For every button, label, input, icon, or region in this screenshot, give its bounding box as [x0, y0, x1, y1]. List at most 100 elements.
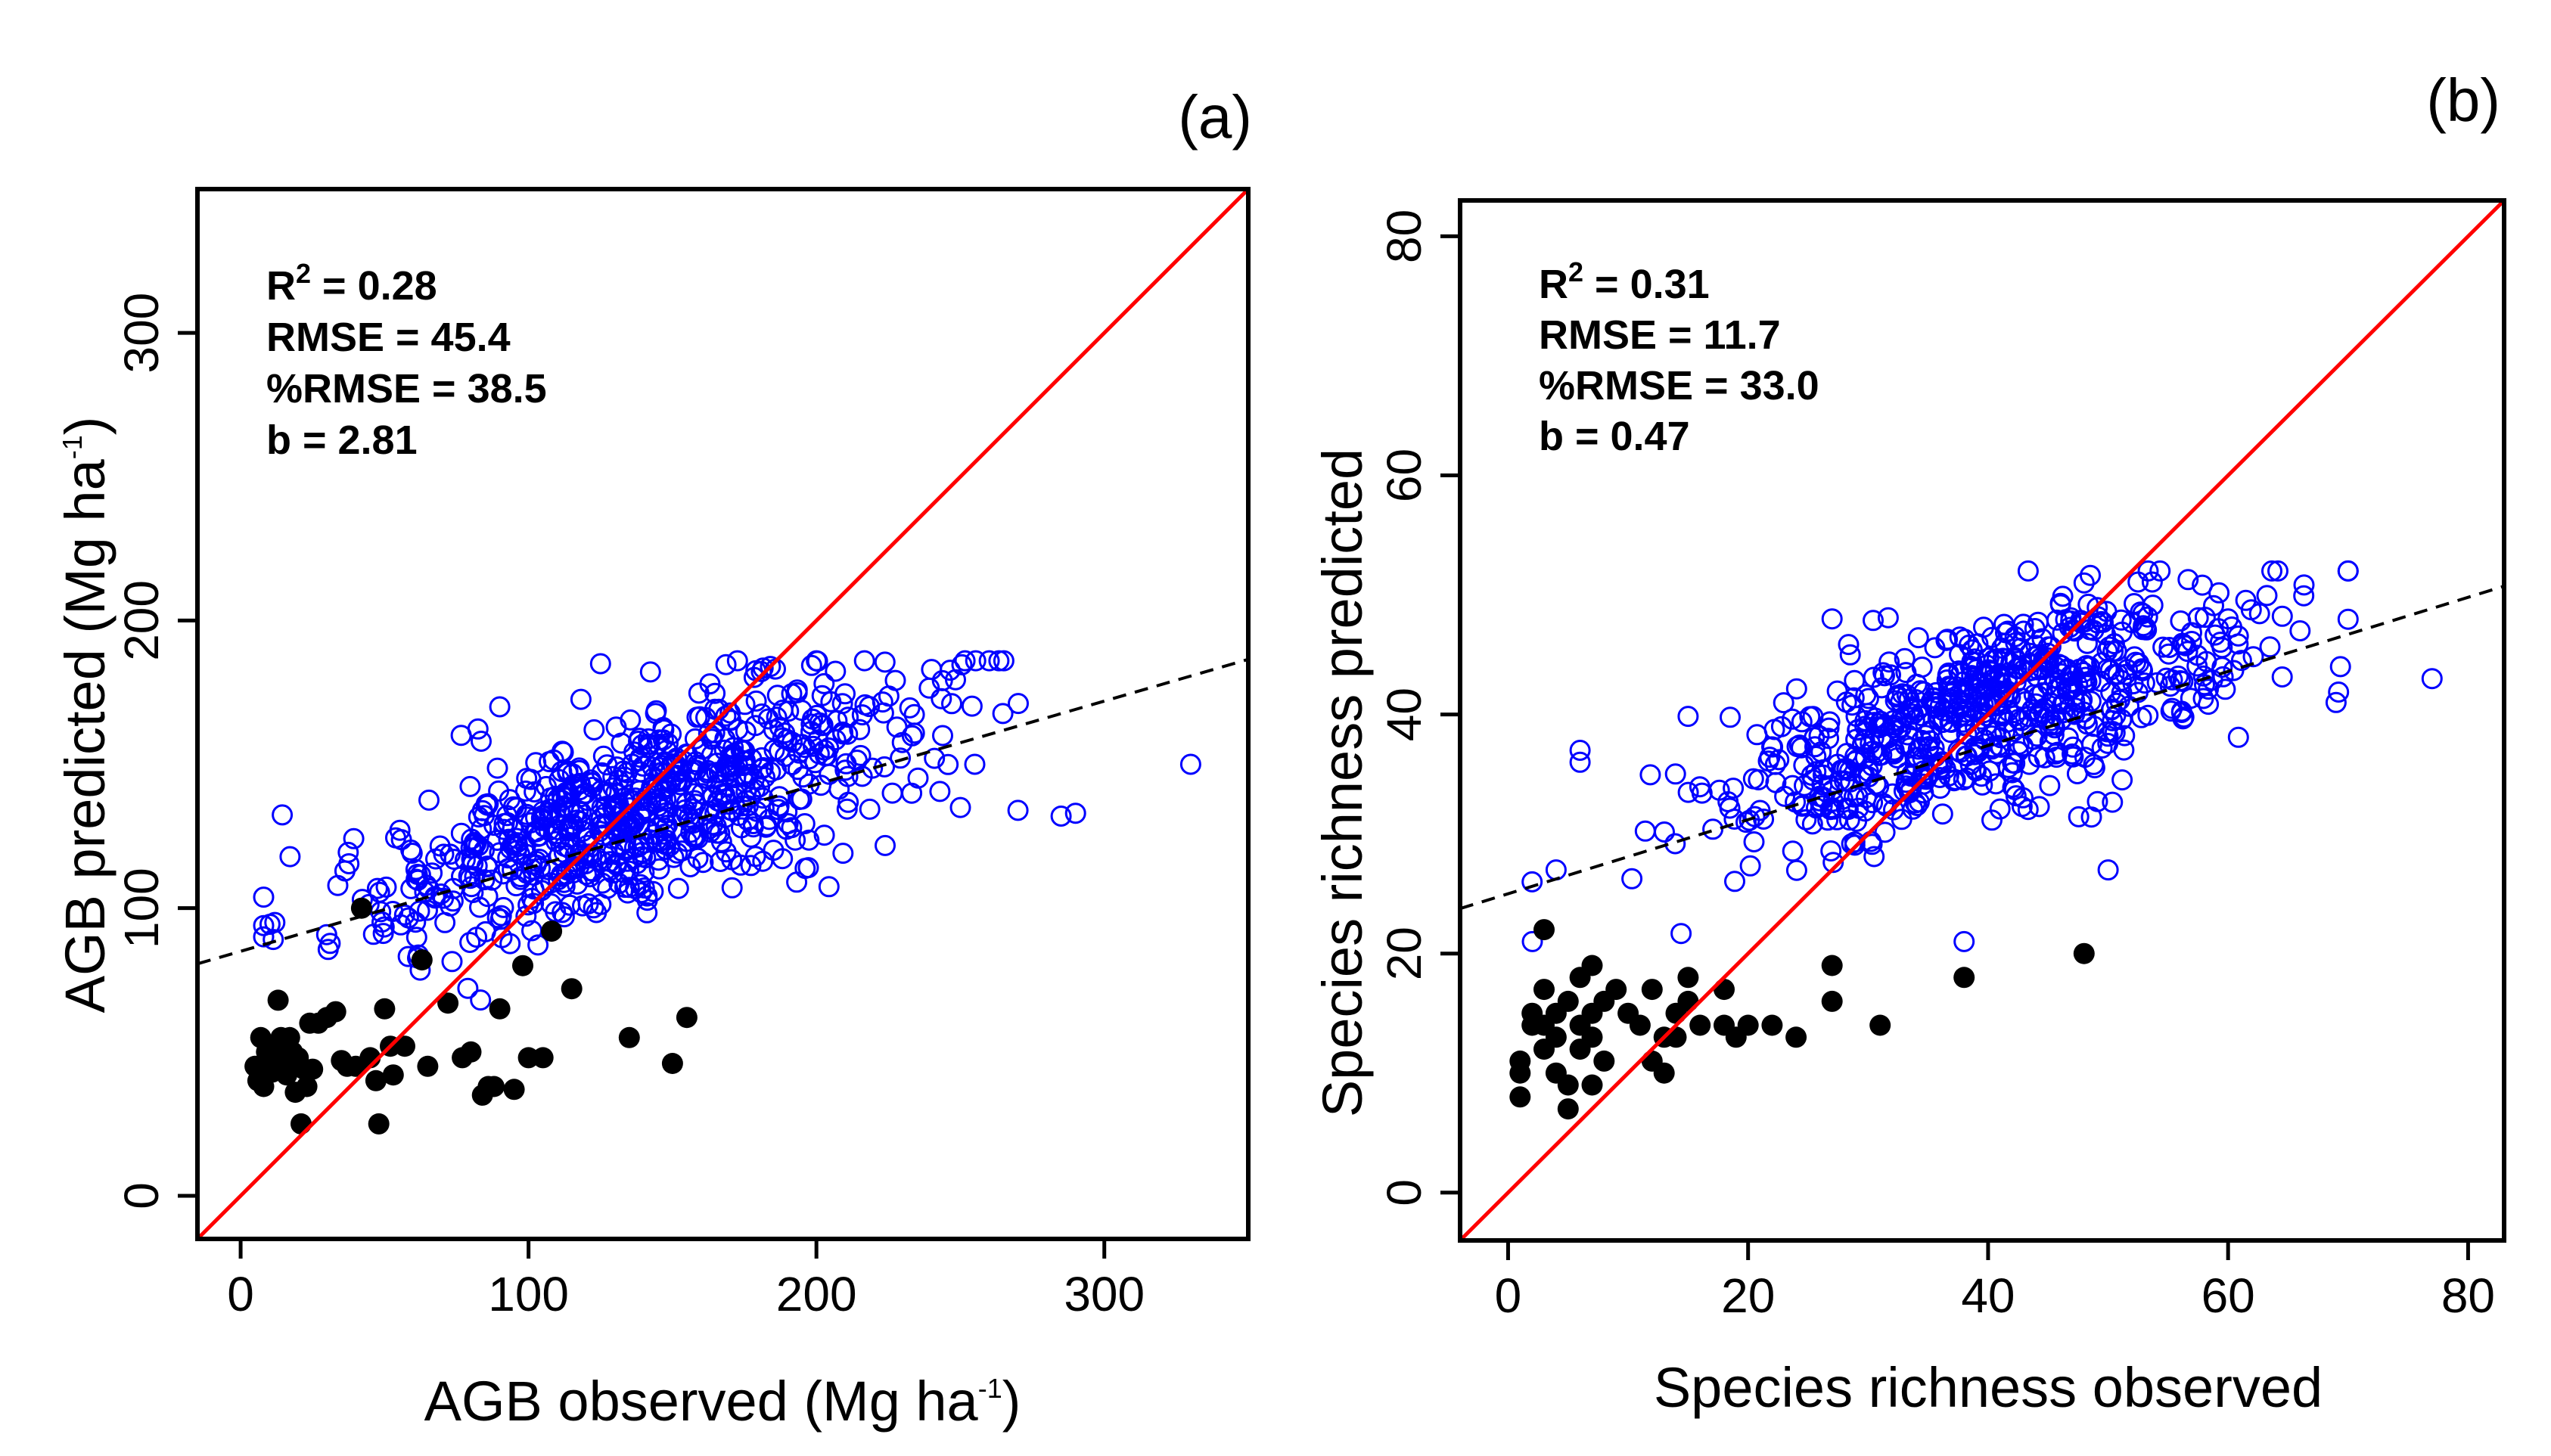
data-point-filled — [1581, 1026, 1603, 1048]
data-point-open — [2170, 610, 2192, 632]
data-point-open — [825, 660, 847, 682]
data-point-open — [1900, 697, 1922, 719]
panel-b-b: b = 0.47 — [1539, 414, 1690, 459]
panel-a-prmse: %RMSE = 38.5 — [266, 366, 547, 411]
data-point-open — [992, 703, 1014, 725]
data-point-open — [327, 874, 349, 896]
data-point-filled — [267, 989, 289, 1011]
data-point-open — [2049, 594, 2071, 616]
data-point-open — [1654, 821, 1675, 843]
data-point-filled — [394, 1035, 415, 1057]
panel-a-rmse: RMSE = 45.4 — [266, 315, 511, 360]
data-point-open — [2121, 612, 2143, 634]
panel-a-x-title: AGB observed (Mg ha-1) — [424, 1370, 1021, 1433]
data-point-open — [253, 886, 275, 908]
y-tick-label: 300 — [114, 293, 169, 374]
data-point-open — [459, 775, 481, 797]
data-point-filled — [1593, 1050, 1615, 1072]
data-point-open — [2080, 564, 2101, 586]
data-point-open — [685, 793, 707, 815]
data-point-open — [1937, 675, 1959, 697]
data-point-open — [498, 828, 520, 850]
data-point-filled — [1605, 979, 1627, 1001]
x-tick-label: 60 — [2201, 1268, 2255, 1323]
data-point-open — [899, 697, 921, 719]
data-point-open — [710, 851, 732, 872]
data-point-open — [1949, 644, 1970, 666]
data-point-open — [1677, 781, 1699, 803]
data-point-open — [2110, 609, 2132, 631]
data-point-filled — [676, 1007, 698, 1029]
panel-b-x-title: Species richness observed — [1654, 1356, 2323, 1419]
data-point-open — [1724, 871, 1745, 893]
data-point-open — [1774, 785, 1796, 807]
data-point-open — [1785, 678, 1807, 700]
data-point-filled — [276, 1064, 297, 1086]
data-point-open — [499, 789, 520, 811]
data-point-filled — [541, 920, 563, 942]
data-point-filled — [368, 1113, 390, 1135]
data-point-open — [832, 843, 854, 865]
data-point-open — [539, 751, 560, 772]
data-point-open — [559, 894, 581, 916]
data-point-open — [2203, 595, 2224, 616]
data-point-open — [1821, 608, 1843, 630]
data-point-open — [1907, 627, 1929, 649]
data-point-filled — [1821, 990, 1843, 1012]
data-point-open — [750, 747, 772, 768]
data-point-open — [474, 920, 496, 942]
data-point-open — [954, 650, 976, 672]
data-point-open — [2079, 656, 2101, 678]
data-point-open — [1951, 695, 1972, 716]
data-point-filled — [1641, 979, 1663, 1001]
data-point-open — [653, 799, 674, 821]
data-point-open — [2328, 681, 2350, 703]
data-point-open — [721, 877, 743, 899]
data-point-open — [1953, 930, 1975, 952]
data-point-open — [1670, 923, 1692, 945]
y-tick-label: 80 — [1377, 210, 1431, 263]
data-point-open — [745, 690, 767, 712]
data-point-open — [2046, 609, 2068, 631]
data-point-open — [901, 782, 923, 804]
data-point-open — [2057, 727, 2079, 749]
data-point-open — [457, 977, 479, 999]
data-point-open — [851, 765, 873, 787]
data-point-open — [2034, 747, 2055, 768]
x-tick-label: 20 — [1721, 1268, 1775, 1323]
data-point-open — [1902, 798, 1924, 820]
data-point-open — [466, 855, 488, 877]
panel-b-open-points — [1521, 560, 2443, 952]
panel-a-stats: R2 = 0.28 RMSE = 45.4 %RMSE = 38.5 b = 2… — [266, 258, 547, 463]
data-point-filled — [1653, 1062, 1675, 1084]
data-point-open — [366, 877, 388, 899]
data-point-open — [2002, 777, 2024, 798]
data-point-open — [2027, 746, 2049, 768]
data-point-open — [2007, 740, 2029, 762]
data-point-open — [1762, 736, 1784, 758]
data-point-open — [2091, 652, 2113, 674]
data-point-open — [1820, 840, 1842, 861]
data-point-open — [2293, 574, 2315, 596]
data-point-filled — [561, 978, 583, 1000]
data-point-open — [2195, 650, 2217, 672]
data-point-open — [769, 740, 791, 762]
data-point-open — [881, 782, 903, 804]
data-point-open — [368, 881, 390, 903]
data-point-open — [859, 798, 881, 820]
data-point-open — [1723, 809, 1745, 830]
data-point-open — [1874, 715, 1896, 737]
data-point-open — [766, 685, 788, 706]
data-point-open — [1991, 705, 2013, 727]
panel-b-x-axis: 0 20 40 60 80 — [1495, 1240, 2495, 1323]
data-point-open — [704, 698, 726, 720]
data-point-open — [2325, 691, 2347, 713]
data-point-open — [1782, 840, 1804, 862]
data-point-open — [1964, 744, 1986, 765]
data-point-open — [525, 854, 547, 876]
data-point-open — [1569, 740, 1591, 761]
data-point-open — [2079, 619, 2101, 641]
data-point-open — [2070, 692, 2092, 714]
data-point-open — [993, 650, 1014, 672]
